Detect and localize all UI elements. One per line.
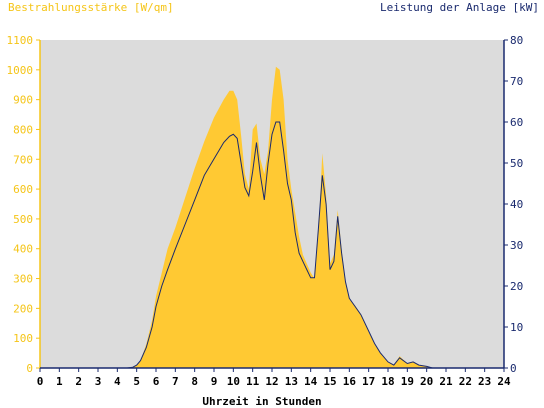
x-tick-label: 21 bbox=[439, 375, 453, 388]
right-tick-label: 30 bbox=[510, 239, 523, 252]
x-tick-label: 13 bbox=[285, 375, 298, 388]
x-tick-label: 10 bbox=[227, 375, 240, 388]
left-tick-label: 500 bbox=[13, 213, 33, 226]
x-tick-label: 5 bbox=[133, 375, 140, 388]
left-tick-label: 600 bbox=[13, 183, 33, 196]
x-tick-label: 9 bbox=[211, 375, 218, 388]
x-tick-label: 7 bbox=[172, 375, 179, 388]
x-tick-label: 24 bbox=[497, 375, 511, 388]
x-tick-label: 15 bbox=[323, 375, 336, 388]
x-tick-label: 12 bbox=[265, 375, 278, 388]
x-tick-label: 4 bbox=[114, 375, 121, 388]
right-tick-label: 80 bbox=[510, 34, 523, 47]
left-tick-label: 200 bbox=[13, 302, 33, 315]
right-tick-label: 50 bbox=[510, 157, 523, 170]
x-axis-label: Uhrzeit in Stunden bbox=[202, 395, 321, 408]
x-tick-label: 19 bbox=[401, 375, 414, 388]
left-axis-title: Bestrahlungsstärke [W/qm] bbox=[8, 1, 174, 14]
x-tick-label: 1 bbox=[56, 375, 63, 388]
left-tick-label: 800 bbox=[13, 123, 33, 136]
x-tick-label: 14 bbox=[304, 375, 318, 388]
left-tick-label: 1100 bbox=[7, 34, 34, 47]
right-tick-label: 60 bbox=[510, 116, 523, 129]
x-tick-label: 22 bbox=[459, 375, 472, 388]
right-tick-label: 20 bbox=[510, 280, 523, 293]
x-tick-label: 2 bbox=[75, 375, 82, 388]
x-tick-label: 0 bbox=[37, 375, 44, 388]
x-tick-label: 3 bbox=[95, 375, 102, 388]
left-tick-label: 1000 bbox=[7, 64, 34, 77]
x-tick-label: 11 bbox=[246, 375, 260, 388]
right-tick-label: 40 bbox=[510, 198, 523, 211]
x-tick-label: 17 bbox=[362, 375, 375, 388]
left-tick-label: 700 bbox=[13, 153, 33, 166]
x-tick-label: 20 bbox=[420, 375, 433, 388]
irradiance-area bbox=[40, 66, 504, 369]
left-tick-label: 300 bbox=[13, 273, 33, 286]
right-tick-label: 70 bbox=[510, 75, 523, 88]
x-tick-label: 8 bbox=[191, 375, 198, 388]
left-tick-label: 400 bbox=[13, 243, 33, 256]
x-tick-label: 18 bbox=[381, 375, 394, 388]
x-tick-label: 6 bbox=[153, 375, 160, 388]
x-tick-label: 16 bbox=[343, 375, 357, 388]
right-axis-title: Leistung der Anlage [kW] bbox=[380, 1, 539, 14]
right-tick-label: 0 bbox=[510, 362, 517, 375]
left-tick-label: 100 bbox=[13, 332, 33, 345]
right-tick-label: 10 bbox=[510, 321, 523, 334]
power-line bbox=[40, 121, 504, 369]
left-tick-label: 900 bbox=[13, 94, 33, 107]
x-tick-label: 23 bbox=[478, 375, 491, 388]
left-tick-label: 0 bbox=[26, 362, 33, 375]
